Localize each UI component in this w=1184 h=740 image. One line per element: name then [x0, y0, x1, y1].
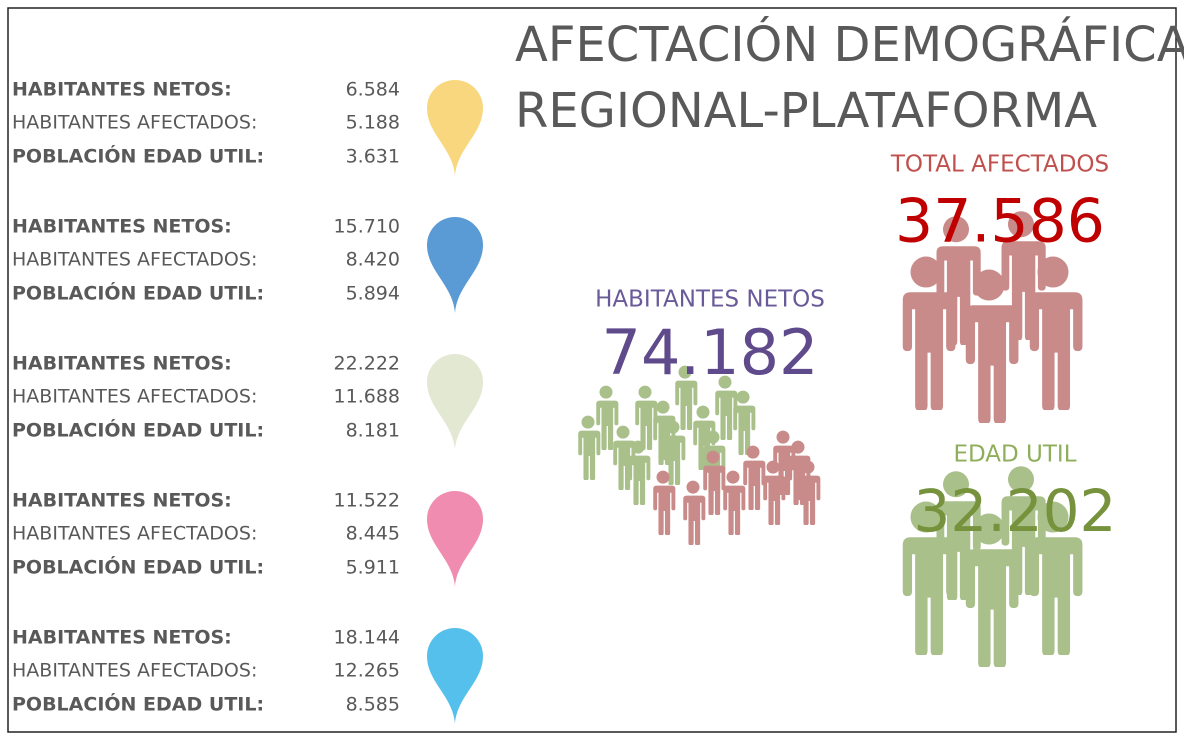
row-value: 3.631 — [346, 146, 400, 168]
total-label: TOTAL AFECTADOS — [890, 152, 1109, 178]
row-value: 15.710 — [334, 216, 400, 238]
person-icon — [683, 481, 705, 546]
row-value: 5.911 — [346, 557, 400, 579]
row-value: 6.584 — [346, 79, 400, 101]
row-label: POBLACIÓN EDAD UTIL: — [12, 555, 264, 579]
row-label: HABITANTES AFECTADOS: — [12, 112, 257, 134]
body: AFECTACIÓN DEMOGRÁFICA REGIONAL-PLATAFOR… — [0, 0, 1184, 740]
row-label: POBLACIÓN EDAD UTIL: — [12, 418, 264, 442]
row-value: 12.265 — [334, 660, 400, 682]
row-label: HABITANTES NETOS: — [12, 79, 232, 101]
people-icons — [578, 211, 1082, 668]
total-value: 32.202 — [914, 477, 1117, 545]
row-value: 8.181 — [346, 420, 400, 442]
infographic: AFECTACIÓN DEMOGRÁFICA REGIONAL-PLATAFOR… — [0, 0, 1184, 736]
row-value: 8.445 — [346, 523, 400, 545]
pin — [427, 217, 483, 313]
row-value: 11.688 — [334, 386, 400, 408]
row-value: 22.222 — [334, 353, 400, 375]
pin — [427, 354, 483, 450]
row-label: HABITANTES AFECTADOS: — [12, 523, 257, 545]
row-label: HABITANTES NETOS: — [12, 216, 232, 238]
total-value: 37.586 — [895, 187, 1105, 257]
row-label: POBLACIÓN EDAD UTIL: — [12, 692, 264, 716]
row-value: 11.522 — [334, 490, 400, 512]
title-line: AFECTACIÓN DEMOGRÁFICA — [515, 16, 1184, 73]
row-label: POBLACIÓN EDAD UTIL: — [12, 281, 264, 305]
row-label: HABITANTES NETOS: — [12, 490, 232, 512]
person-icon — [578, 416, 600, 481]
row-label: HABITANTES AFECTADOS: — [12, 660, 257, 682]
row-label: POBLACIÓN EDAD UTIL: — [12, 144, 264, 168]
row-label: HABITANTES AFECTADOS: — [12, 386, 257, 408]
total-value: 74.182 — [602, 316, 819, 389]
person-icon — [723, 471, 745, 536]
pin — [427, 491, 483, 587]
pin — [427, 80, 483, 176]
total-label: EDAD UTIL — [953, 442, 1076, 468]
title-line: REGIONAL-PLATAFORMA — [515, 83, 1097, 139]
row-value: 8.420 — [346, 249, 400, 271]
total-label: HABITANTES NETOS — [595, 287, 825, 313]
person-icon — [743, 446, 765, 511]
row-label: HABITANTES NETOS: — [12, 627, 232, 649]
row-value: 18.144 — [334, 627, 400, 649]
group-list: HABITANTES NETOS: 6.584 HABITANTES AFECTAD… — [12, 79, 483, 725]
person-icon — [1030, 257, 1083, 412]
page: {"title": ["AFECTACIÓN DEMOGRÁFICA", "RE… — [0, 0, 1184, 740]
row-value: 8.585 — [346, 694, 400, 716]
row-value: 5.894 — [346, 283, 400, 305]
pin — [427, 628, 483, 724]
row-value: 5.188 — [346, 112, 400, 134]
row-label: HABITANTES AFECTADOS: — [12, 249, 257, 271]
row-label: HABITANTES NETOS: — [12, 353, 232, 375]
